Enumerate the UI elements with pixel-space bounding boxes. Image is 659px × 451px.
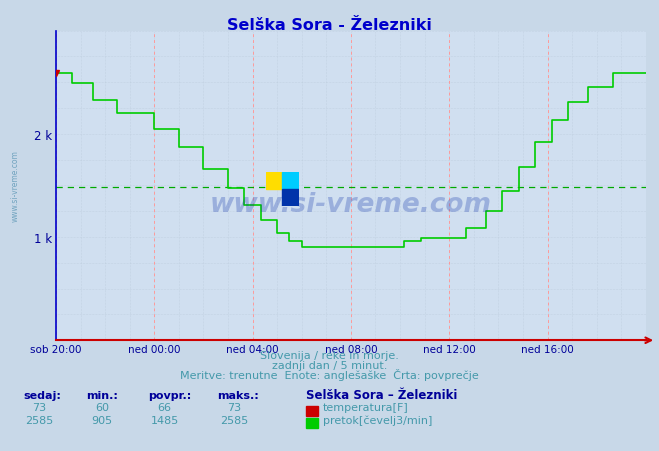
Bar xyxy=(266,173,282,190)
Text: 905: 905 xyxy=(92,414,113,424)
Text: 2585: 2585 xyxy=(220,414,248,424)
Text: Slovenija / reke in morje.: Slovenija / reke in morje. xyxy=(260,350,399,360)
Text: 2585: 2585 xyxy=(26,414,53,424)
Text: pretok[čevelj3/min]: pretok[čevelj3/min] xyxy=(323,414,432,424)
Bar xyxy=(282,190,299,207)
Text: Selška Sora – Železniki: Selška Sora – Železniki xyxy=(306,388,458,401)
Text: 60: 60 xyxy=(95,402,109,412)
Text: 73: 73 xyxy=(32,402,47,412)
Text: zadnji dan / 5 minut.: zadnji dan / 5 minut. xyxy=(272,360,387,370)
Text: povpr.:: povpr.: xyxy=(148,390,192,400)
Text: temperatura[F]: temperatura[F] xyxy=(323,402,409,412)
Text: min.:: min.: xyxy=(86,390,117,400)
Text: Selška Sora - Železniki: Selška Sora - Železniki xyxy=(227,18,432,33)
Text: maks.:: maks.: xyxy=(217,390,259,400)
Text: 1485: 1485 xyxy=(151,414,179,424)
Text: www.si-vreme.com: www.si-vreme.com xyxy=(210,192,492,217)
Text: sedaj:: sedaj: xyxy=(23,390,61,400)
Text: Meritve: trenutne  Enote: anglešaške  Črta: povprečje: Meritve: trenutne Enote: anglešaške Črta… xyxy=(180,368,479,380)
Bar xyxy=(282,173,299,190)
Text: 73: 73 xyxy=(227,402,241,412)
Text: 66: 66 xyxy=(158,402,172,412)
Text: www.si-vreme.com: www.si-vreme.com xyxy=(11,150,19,222)
